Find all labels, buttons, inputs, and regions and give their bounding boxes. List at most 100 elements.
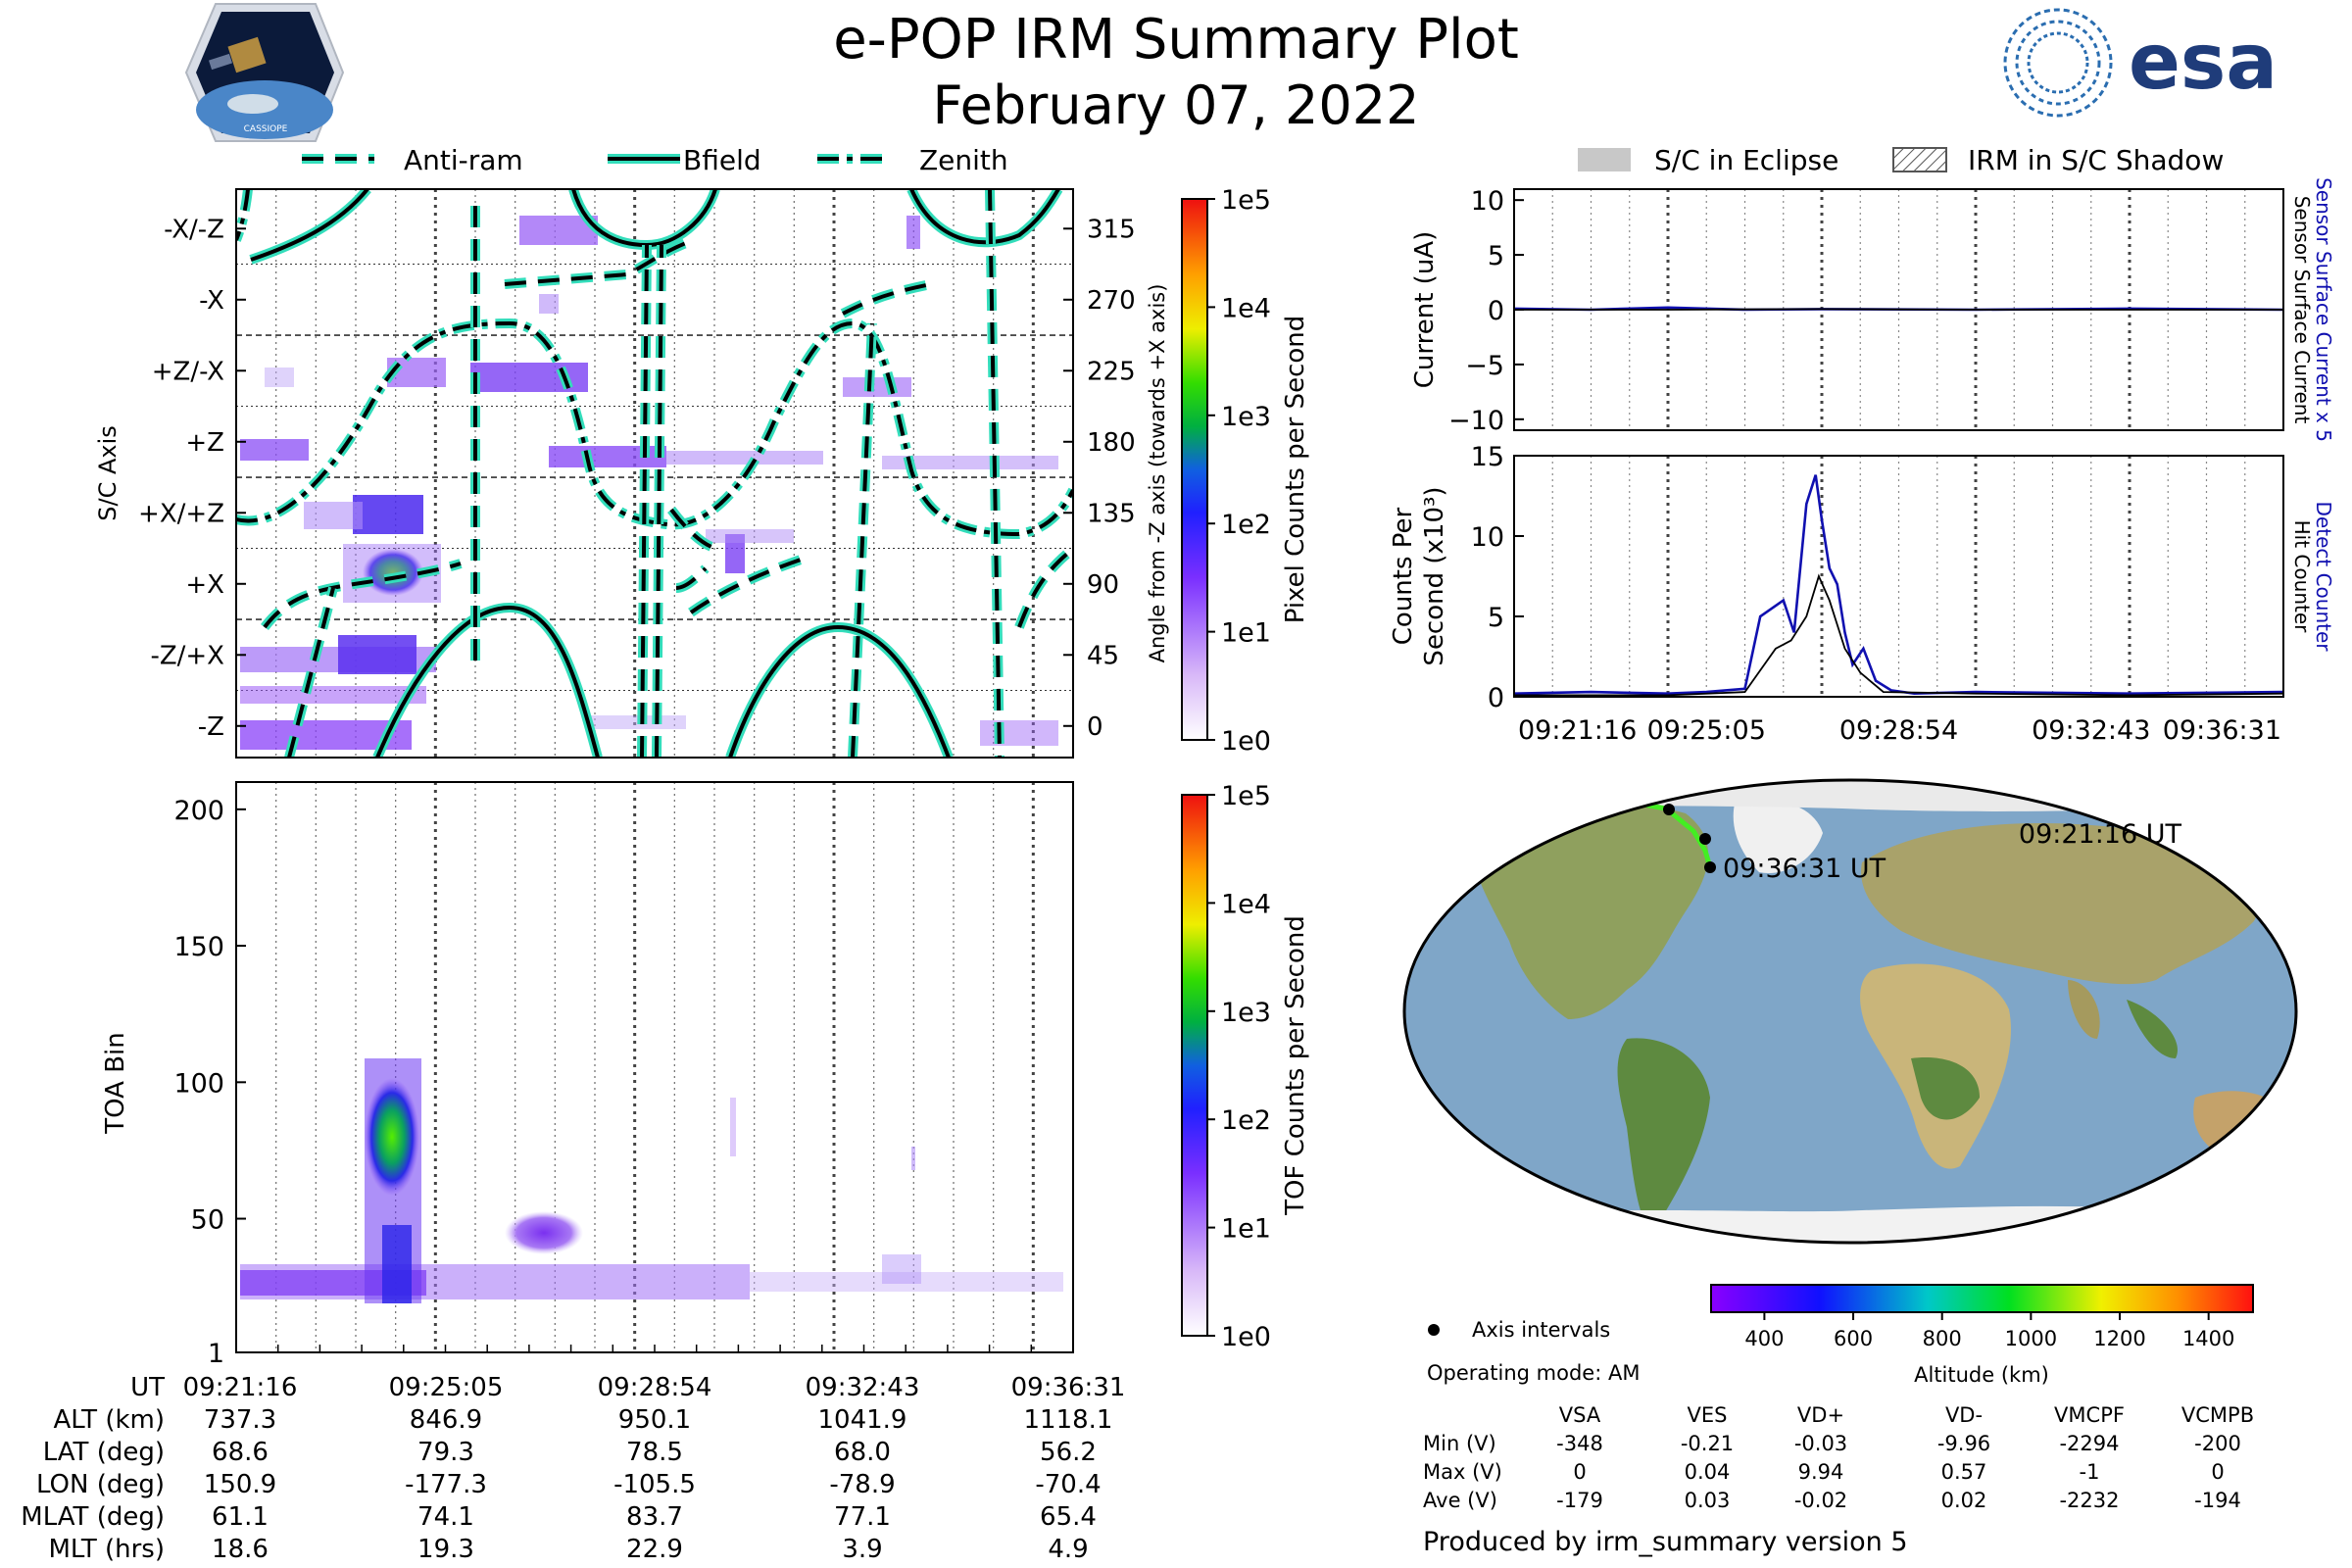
table-cell: 09:32:43 xyxy=(806,1373,920,1402)
pixel-category-label: +X/+Z xyxy=(138,499,224,528)
altitude-tick-label: 1200 xyxy=(2093,1327,2145,1350)
y-tick-label: 0 xyxy=(1488,296,1504,326)
colorbar-tick-label: 1e4 xyxy=(1221,293,1271,323)
cassiope-logo-text: CASSIOPE xyxy=(244,124,288,134)
pixel-category-label: -X xyxy=(199,286,224,316)
table-cell: 22.9 xyxy=(626,1535,683,1564)
map-legend: Axis intervals Operating mode: AM xyxy=(1427,1318,1640,1385)
voltage-cell: -0.03 xyxy=(1794,1432,1847,1455)
altitude-tick-label: 1000 xyxy=(2005,1327,2057,1350)
right-time-axis: 09:21:16 09:25:05 09:28:54 09:32:43 09:36:31 xyxy=(1518,715,2281,746)
cassiope-logo: CASSIOPE xyxy=(184,3,345,142)
voltage-row-label: Max (V) xyxy=(1423,1460,1502,1484)
orientation-curve xyxy=(909,189,1060,245)
colorbar-tick-label: 1e2 xyxy=(1221,1105,1271,1136)
time-axis-label: 09:25:05 xyxy=(1647,715,1766,746)
orientation-curve xyxy=(1017,547,1073,628)
table-cell: 846.9 xyxy=(410,1405,482,1435)
pixel-angle-tick-label: 270 xyxy=(1087,286,1136,316)
legend-shadow: IRM in S/C Shadow xyxy=(1968,144,2224,176)
table-cell: 3.9 xyxy=(842,1535,882,1564)
pixel-angle-tick-label: 180 xyxy=(1087,428,1136,458)
orientation-curve xyxy=(675,566,708,590)
pixel-category-label: +Z/-X xyxy=(152,357,224,386)
legend-anti-ram: Anti-ram xyxy=(404,144,523,176)
colorbar-tick-label: 1e1 xyxy=(1221,618,1271,649)
pixel-ylabel: S/C Axis xyxy=(94,425,122,521)
colorbar-tick-label: 1e1 xyxy=(1221,1214,1271,1245)
tof-ylabel: TOA Bin xyxy=(101,1032,130,1134)
table-cell: 74.1 xyxy=(417,1502,474,1532)
table-cell: 150.9 xyxy=(204,1470,276,1499)
pixel-category-label: -X/-Z xyxy=(164,215,224,244)
esa-logo-text: esa xyxy=(2129,19,2278,107)
current-panel: 10 5 0 −5 −10 Current (uA) Sensor Surface Cu… xyxy=(1410,177,2335,442)
voltage-cell: 0.04 xyxy=(1685,1460,1731,1484)
y-tick-label: 15 xyxy=(1471,442,1504,472)
orientation-curve xyxy=(250,189,369,262)
voltage-row-label: Min (V) xyxy=(1423,1432,1496,1455)
table-cell: 68.6 xyxy=(212,1438,269,1467)
orientation-curve xyxy=(689,557,805,614)
pixel-angle-tick-label: 225 xyxy=(1087,357,1136,386)
table-cell: 1041.9 xyxy=(818,1405,907,1435)
tof-tick-label: 100 xyxy=(173,1068,224,1099)
table-cell: -70.4 xyxy=(1035,1470,1101,1499)
orientation-curve xyxy=(236,189,250,241)
y-tick-label: 5 xyxy=(1488,241,1504,271)
pixel-angle-tick-label: 45 xyxy=(1087,641,1119,670)
series-line xyxy=(1514,308,2283,311)
y-tick-label: −10 xyxy=(1448,406,1504,436)
table-cell: 65.4 xyxy=(1040,1502,1097,1532)
voltage-cell: 9.94 xyxy=(1798,1460,1844,1484)
esa-logo: esa xyxy=(2003,8,2278,118)
table-cell: 79.3 xyxy=(417,1438,474,1467)
voltage-cell: 0 xyxy=(2211,1460,2224,1484)
voltage-cell: 0.02 xyxy=(1941,1489,1987,1512)
orientation-curve xyxy=(640,244,649,758)
voltage-cell: -0.21 xyxy=(1681,1432,1734,1455)
table-cell: -105.5 xyxy=(613,1470,696,1499)
series-line xyxy=(1514,573,2284,697)
table-cell: 950.1 xyxy=(618,1405,691,1435)
voltage-cell: -194 xyxy=(2194,1489,2241,1512)
table-cell: 77.1 xyxy=(834,1502,891,1532)
pixel-angle-tick-label: 315 xyxy=(1087,215,1136,244)
colorbar-tick-label: 1e5 xyxy=(1221,781,1271,811)
pixel-category-label: +X xyxy=(185,570,224,600)
time-axis-label: 09:21:16 xyxy=(1518,715,1637,746)
orientation-curve xyxy=(842,282,932,316)
pixel-angle-tick-label: 90 xyxy=(1087,570,1119,600)
legend-bfield: Bfield xyxy=(683,144,761,176)
table-cell: 4.9 xyxy=(1048,1535,1088,1564)
pixel-panel: -X/-Z -X +Z/-X +Z +X/+Z +X -Z/+X -Z 315 270 225 18… xyxy=(94,188,1169,759)
y-tick-label: 10 xyxy=(1471,186,1504,217)
voltage-header: VCMPB xyxy=(2181,1403,2254,1427)
track-interval-dot xyxy=(1704,861,1716,873)
time-axis-label: 09:36:31 xyxy=(2163,715,2281,746)
y-tick-label: −5 xyxy=(1465,351,1504,381)
colorbar-tick-label: 1e0 xyxy=(1221,1322,1271,1352)
orbit-info-table: UT 09:21:16 09:25:05 09:28:54 09:32:43 09:36:… xyxy=(21,1373,1125,1564)
colorbar-tick-label: 1e2 xyxy=(1221,510,1271,540)
tof-tick-label: 50 xyxy=(191,1205,224,1236)
table-cell: 09:36:31 xyxy=(1011,1373,1126,1402)
orientation-curve xyxy=(669,508,721,551)
y-tick-label: 0 xyxy=(1488,683,1504,713)
table-row-label: MLT (hrs) xyxy=(49,1535,166,1564)
altitude-tick-label: 600 xyxy=(1834,1327,1873,1350)
voltage-header: VMCPF xyxy=(2054,1403,2125,1427)
track-interval-dot xyxy=(2189,832,2201,844)
track-start-label: 09:21:16 UT xyxy=(2019,819,2182,850)
table-cell: -177.3 xyxy=(405,1470,487,1499)
track-interval-dot xyxy=(1699,833,1711,845)
orientation-curve xyxy=(655,244,663,758)
current-right-label-blue: Sensor Surface Current x 5 xyxy=(2312,177,2335,442)
voltage-header: VSA xyxy=(1559,1403,1601,1427)
legend-eclipse: S/C in Eclipse xyxy=(1654,144,1838,176)
colorbar-tick-label: 1e3 xyxy=(1221,402,1271,432)
altitude-label: Altitude (km) xyxy=(1914,1363,2049,1387)
table-cell: 18.6 xyxy=(212,1535,269,1564)
